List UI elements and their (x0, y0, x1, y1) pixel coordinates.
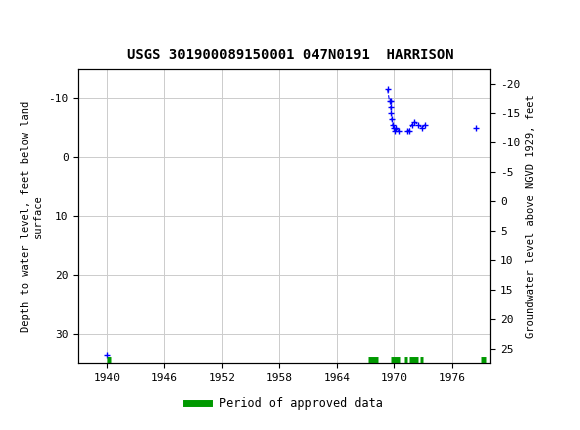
Text: USGS 301900089150001 047N0191  HARRISON: USGS 301900089150001 047N0191 HARRISON (126, 48, 454, 62)
Bar (8, 4, 60, 41)
Text: USGS: USGS (19, 16, 49, 29)
Y-axis label: Groundwater level above NGVD 1929, feet: Groundwater level above NGVD 1929, feet (525, 94, 535, 338)
Legend: Period of approved data: Period of approved data (181, 393, 387, 415)
Y-axis label: Depth to water level, feet below land
surface: Depth to water level, feet below land su… (21, 101, 43, 332)
